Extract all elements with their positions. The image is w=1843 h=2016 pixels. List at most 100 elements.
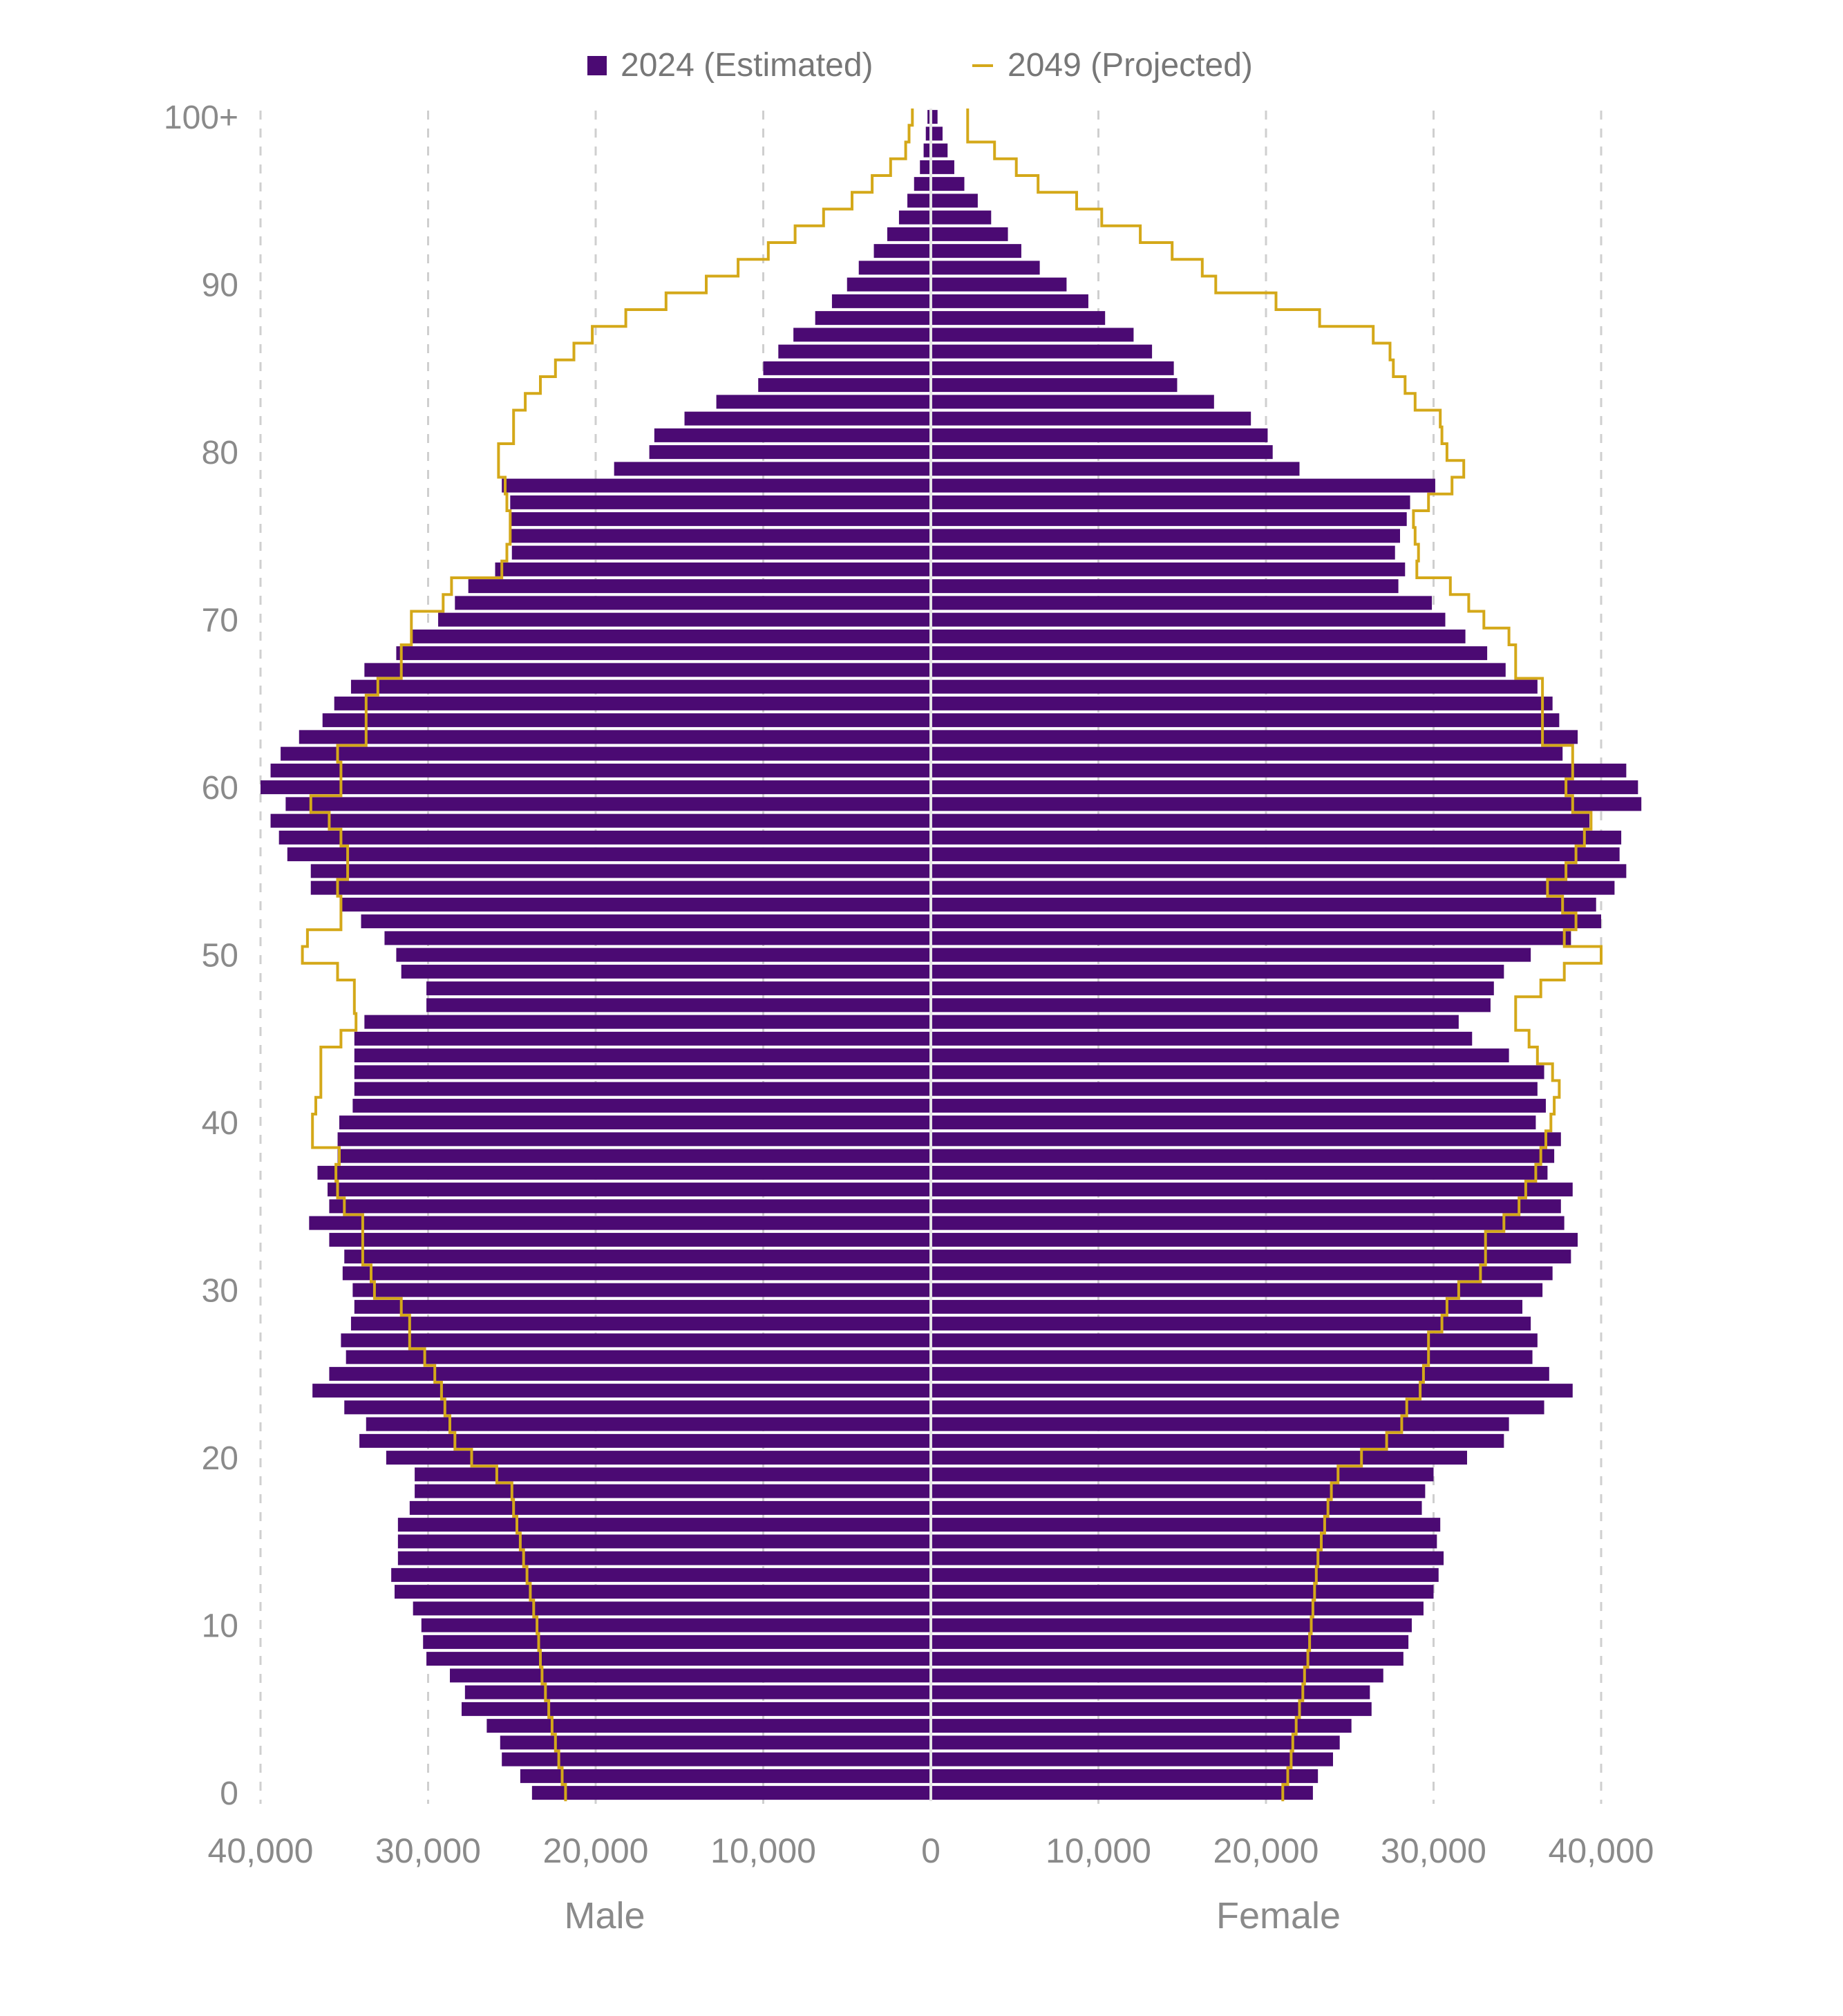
bar-female-age-42 [931, 1082, 1538, 1096]
bar-female-age-20 [931, 1451, 1467, 1465]
bar-female-age-69 [931, 629, 1466, 643]
bar-male-age-52 [361, 914, 931, 929]
bar-female-age-59 [931, 797, 1642, 811]
y-tick-label: 30 [202, 1273, 238, 1310]
bar-female-age-63 [931, 730, 1578, 744]
projection-line-male [301, 109, 914, 1802]
legend-label-2024: 2024 (Estimated) [621, 47, 873, 84]
female-bars-2024 [931, 110, 1642, 1800]
bar-female-age-41 [931, 1098, 1546, 1113]
bar-female-age-39 [931, 1132, 1561, 1147]
bar-male-age-54 [310, 880, 931, 895]
bar-female-age-74 [931, 545, 1395, 560]
bar-female-age-5 [931, 1702, 1372, 1716]
bar-male-age-65 [334, 696, 931, 710]
bar-male-age-97 [920, 160, 931, 174]
bar-female-age-26 [931, 1350, 1533, 1364]
bar-female-age-3 [931, 1735, 1340, 1750]
bar-female-age-43 [931, 1065, 1544, 1080]
bar-female-age-58 [931, 813, 1590, 828]
bar-male-age-50 [396, 948, 931, 962]
bar-male-age-37 [317, 1165, 931, 1180]
bar-female-age-56 [931, 847, 1620, 862]
bar-male-age-28 [350, 1317, 931, 1331]
bar-female-age-60 [931, 780, 1638, 795]
bar-male-age-66 [350, 679, 931, 694]
bar-male-age-8 [426, 1652, 931, 1666]
y-tick-label: 0 [220, 1775, 238, 1812]
bar-male-age-19 [415, 1467, 931, 1482]
bar-male-age-98 [923, 143, 931, 158]
bar-female-age-96 [931, 177, 965, 191]
bar-female-age-92 [931, 244, 1021, 258]
bar-male-age-32 [344, 1250, 931, 1264]
bar-female-age-64 [931, 713, 1560, 728]
bar-female-age-47 [931, 998, 1491, 1012]
bar-female-age-84 [931, 378, 1178, 393]
bar-male-age-59 [285, 797, 931, 811]
bar-male-age-85 [763, 361, 931, 375]
bar-female-age-88 [931, 311, 1106, 326]
bar-male-age-55 [310, 864, 931, 878]
bar-male-age-57 [278, 830, 931, 845]
bar-male-age-17 [409, 1500, 931, 1515]
bar-male-age-38 [337, 1149, 931, 1163]
bar-female-age-86 [931, 344, 1153, 359]
bar-male-age-100 [927, 110, 931, 124]
legend: 2024 (Estimated) 2049 (Projected) [587, 47, 1253, 84]
bar-female-age-11 [931, 1601, 1424, 1616]
bar-male-age-90 [847, 277, 931, 292]
bar-male-age-62 [281, 746, 932, 761]
bar-male-age-88 [815, 311, 931, 326]
bar-female-age-57 [931, 830, 1622, 845]
bar-male-age-95 [907, 194, 931, 208]
bar-male-age-79 [614, 462, 931, 476]
y-tick-label: 80 [202, 435, 238, 471]
bar-male-age-73 [495, 562, 931, 576]
projection-line-female [966, 109, 1603, 1802]
bar-male-age-22 [366, 1417, 931, 1431]
bar-male-age-30 [352, 1283, 931, 1297]
bar-female-age-24 [931, 1384, 1573, 1398]
x-tick-label: 20,000 [1213, 1831, 1319, 1870]
bar-female-age-89 [931, 294, 1088, 308]
bar-female-age-73 [931, 562, 1406, 576]
bar-female-age-14 [931, 1551, 1444, 1565]
bar-male-age-36 [328, 1183, 931, 1197]
x-tick-label: 40,000 [208, 1831, 314, 1870]
bar-female-age-94 [931, 210, 992, 225]
bar-female-age-75 [931, 529, 1400, 543]
x-tick-label: 10,000 [1046, 1831, 1151, 1870]
bar-male-age-23 [344, 1400, 931, 1415]
bar-male-age-91 [858, 261, 931, 275]
bar-male-age-83 [716, 395, 931, 409]
bar-male-age-68 [396, 646, 931, 661]
bar-male-age-84 [758, 378, 931, 393]
bar-male-age-14 [397, 1551, 931, 1565]
bar-male-age-46 [364, 1015, 931, 1029]
y-tick-label: 100+ [164, 100, 238, 136]
bar-male-age-5 [462, 1702, 931, 1716]
y-tick-label: 40 [202, 1105, 238, 1142]
legend-swatch-2024 [587, 56, 607, 75]
bar-female-age-2 [931, 1752, 1333, 1767]
bar-male-age-1 [520, 1769, 931, 1783]
bar-male-age-39 [337, 1132, 931, 1147]
bar-male-age-4 [486, 1719, 931, 1733]
bar-male-age-49 [401, 964, 931, 979]
bar-male-age-48 [426, 981, 931, 996]
bar-female-age-71 [931, 596, 1433, 610]
bar-female-age-15 [931, 1534, 1437, 1549]
bar-male-age-42 [354, 1082, 931, 1096]
bar-female-age-98 [931, 143, 948, 158]
y-tick-label: 90 [202, 267, 238, 304]
bar-female-age-97 [931, 160, 954, 174]
x-tick-label: 0 [921, 1831, 941, 1870]
bar-male-age-87 [793, 328, 931, 342]
bar-male-age-44 [354, 1048, 931, 1063]
bar-female-age-79 [931, 462, 1300, 476]
bar-female-age-44 [931, 1048, 1509, 1063]
bar-male-age-67 [364, 663, 931, 677]
bar-female-age-34 [931, 1216, 1565, 1230]
